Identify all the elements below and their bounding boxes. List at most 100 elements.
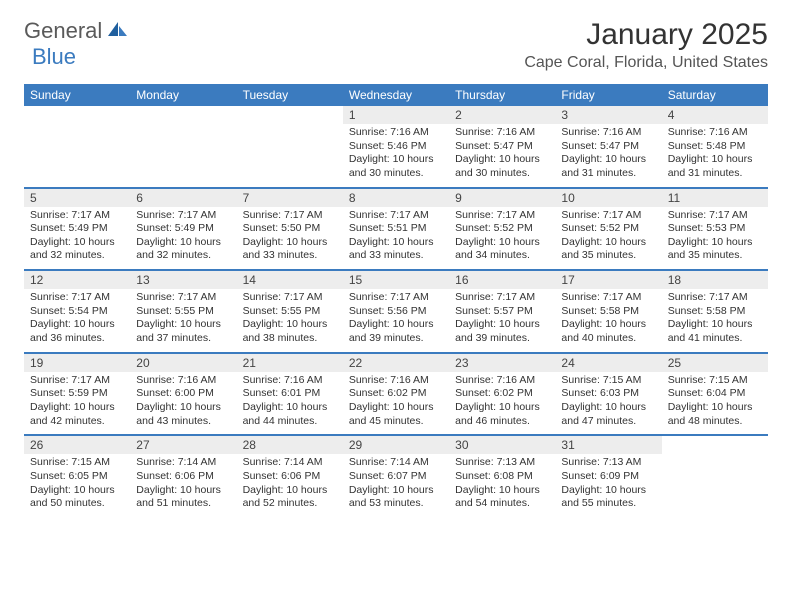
day-number: 4 (662, 106, 768, 124)
week-row: 1 Sunrise: 7:16 AM Sunset: 5:46 PM Daylight… (24, 106, 768, 187)
sunrise-line: Sunrise: 7:17 AM (243, 209, 337, 223)
sunset-line: Sunset: 5:47 PM (455, 140, 549, 154)
sunset-line: Sunset: 5:58 PM (668, 305, 762, 319)
weekday-header: Sunday (24, 84, 130, 106)
week-row: 19Sunrise: 7:17 AMSunset: 5:59 PMDayligh… (24, 352, 768, 435)
weekday-header: Thursday (449, 84, 555, 106)
sunset-line: Sunset: 6:04 PM (668, 387, 762, 401)
sunset-line: Sunset: 5:56 PM (349, 305, 443, 319)
cell-body: Sunrise: 7:16 AMSunset: 5:47 PMDaylight:… (555, 126, 661, 181)
sunset-line: Sunset: 5:58 PM (561, 305, 655, 319)
day-number: 24 (555, 354, 661, 372)
cell-body: Sunrise: 7:17 AMSunset: 5:56 PMDaylight:… (343, 291, 449, 346)
sunrise-line: Sunrise: 7:17 AM (243, 291, 337, 305)
calendar-cell-blank (24, 106, 130, 187)
cell-body: Sunrise: 7:17 AMSunset: 5:52 PMDaylight:… (449, 209, 555, 264)
daylight-line: Daylight: 10 hours and 37 minutes. (136, 318, 230, 345)
sunrise-line: Sunrise: 7:17 AM (561, 209, 655, 223)
cell-body: Sunrise: 7:16 AMSunset: 6:00 PMDaylight:… (130, 374, 236, 429)
sunrise-line: Sunrise: 7:16 AM (561, 126, 655, 140)
sunrise-line: Sunrise: 7:16 AM (243, 374, 337, 388)
sunset-line: Sunset: 6:08 PM (455, 470, 549, 484)
daylight-line: Daylight: 10 hours and 31 minutes. (668, 153, 762, 180)
calendar-cell-blank (130, 106, 236, 187)
daylight-line: Daylight: 10 hours and 34 minutes. (455, 236, 549, 263)
daylight-line: Daylight: 10 hours and 46 minutes. (455, 401, 549, 428)
calendar-cell: 13 Sunrise: 7:17 AMSunset: 5:55 PMDayligh… (130, 271, 236, 352)
day-number: 17 (555, 271, 661, 289)
daylight-line: Daylight: 10 hours and 45 minutes. (349, 401, 443, 428)
daylight-line: Daylight: 10 hours and 39 minutes. (455, 318, 549, 345)
sunrise-line: Sunrise: 7:16 AM (349, 374, 443, 388)
sunset-line: Sunset: 6:02 PM (349, 387, 443, 401)
daylight-line: Daylight: 10 hours and 35 minutes. (561, 236, 655, 263)
sunrise-line: Sunrise: 7:17 AM (30, 374, 124, 388)
cell-body: Sunrise: 7:17 AMSunset: 5:58 PMDaylight:… (662, 291, 768, 346)
sunset-line: Sunset: 5:59 PM (30, 387, 124, 401)
daylight-line: Daylight: 10 hours and 55 minutes. (561, 484, 655, 511)
daylight-line: Daylight: 10 hours and 36 minutes. (30, 318, 124, 345)
daylight-line: Daylight: 10 hours and 35 minutes. (668, 236, 762, 263)
daylight-line: Daylight: 10 hours and 43 minutes. (136, 401, 230, 428)
sunrise-line: Sunrise: 7:13 AM (561, 456, 655, 470)
calendar-cell: 23Sunrise: 7:16 AMSunset: 6:02 PMDayligh… (449, 354, 555, 435)
cell-body: Sunrise: 7:15 AMSunset: 6:05 PMDaylight:… (24, 456, 130, 511)
day-number: 21 (237, 354, 343, 372)
sunset-line: Sunset: 6:07 PM (349, 470, 443, 484)
sunset-line: Sunset: 5:53 PM (668, 222, 762, 236)
day-number: 30 (449, 436, 555, 454)
calendar-cell: 10Sunrise: 7:17 AMSunset: 5:52 PMDayligh… (555, 189, 661, 270)
sunrise-line: Sunrise: 7:13 AM (455, 456, 549, 470)
sunrise-line: Sunrise: 7:16 AM (455, 374, 549, 388)
day-number: 3 (555, 106, 661, 124)
daylight-line: Daylight: 10 hours and 32 minutes. (136, 236, 230, 263)
sunrise-line: Sunrise: 7:17 AM (136, 291, 230, 305)
weekday-header-row: SundayMondayTuesdayWednesdayThursdayFrid… (24, 84, 768, 106)
cell-body: Sunrise: 7:16 AMSunset: 5:48 PMDaylight:… (662, 126, 768, 181)
cell-body: Sunrise: 7:17 AMSunset: 5:55 PMDaylight:… (130, 291, 236, 346)
sunrise-line: Sunrise: 7:14 AM (349, 456, 443, 470)
sunrise-line: Sunrise: 7:17 AM (30, 209, 124, 223)
weekday-header: Wednesday (343, 84, 449, 106)
day-number: 31 (555, 436, 661, 454)
calendar-cell: 6Sunrise: 7:17 AMSunset: 5:49 PMDaylight… (130, 189, 236, 270)
daylight-line: Daylight: 10 hours and 31 minutes. (561, 153, 655, 180)
sunrise-line: Sunrise: 7:16 AM (136, 374, 230, 388)
sunrise-line: Sunrise: 7:15 AM (30, 456, 124, 470)
sunrise-line: Sunrise: 7:14 AM (243, 456, 337, 470)
sunrise-line: Sunrise: 7:14 AM (136, 456, 230, 470)
day-number: 1 (343, 106, 449, 124)
day-number: 13 (130, 271, 236, 289)
calendar-cell: 11Sunrise: 7:17 AMSunset: 5:53 PMDayligh… (662, 189, 768, 270)
cell-body: Sunrise: 7:14 AMSunset: 6:07 PMDaylight:… (343, 456, 449, 511)
sunrise-line: Sunrise: 7:15 AM (668, 374, 762, 388)
cell-body: Sunrise: 7:14 AMSunset: 6:06 PMDaylight:… (130, 456, 236, 511)
cell-body: Sunrise: 7:17 AMSunset: 5:58 PMDaylight:… (555, 291, 661, 346)
weekday-header: Monday (130, 84, 236, 106)
sunset-line: Sunset: 5:54 PM (30, 305, 124, 319)
sunrise-line: Sunrise: 7:17 AM (668, 291, 762, 305)
day-number: 9 (449, 189, 555, 207)
calendar-cell: 30Sunrise: 7:13 AMSunset: 6:08 PMDayligh… (449, 436, 555, 517)
daylight-line: Daylight: 10 hours and 30 minutes. (455, 153, 549, 180)
sunrise-line: Sunrise: 7:17 AM (455, 209, 549, 223)
sunset-line: Sunset: 5:48 PM (668, 140, 762, 154)
calendar-cell: 1Sunrise: 7:16 AMSunset: 5:46 PMDaylight… (343, 106, 449, 187)
calendar-cell: 15Sunrise: 7:17 AMSunset: 5:56 PMDayligh… (343, 271, 449, 352)
daylight-line: Daylight: 10 hours and 38 minutes. (243, 318, 337, 345)
daylight-line: Daylight: 10 hours and 44 minutes. (243, 401, 337, 428)
sunset-line: Sunset: 5:46 PM (349, 140, 443, 154)
calendar-cell: 25Sunrise: 7:15 AMSunset: 6:04 PMDayligh… (662, 354, 768, 435)
day-number: 14 (237, 271, 343, 289)
daylight-line: Daylight: 10 hours and 52 minutes. (243, 484, 337, 511)
sunrise-line: Sunrise: 7:17 AM (455, 291, 549, 305)
weekday-header: Friday (555, 84, 661, 106)
sunrise-line: Sunrise: 7:16 AM (455, 126, 549, 140)
sunset-line: Sunset: 5:50 PM (243, 222, 337, 236)
cell-body: Sunrise: 7:15 AMSunset: 6:03 PMDaylight:… (555, 374, 661, 429)
sunset-line: Sunset: 5:52 PM (561, 222, 655, 236)
cell-body: Sunrise: 7:13 AMSunset: 6:09 PMDaylight:… (555, 456, 661, 511)
day-number: 22 (343, 354, 449, 372)
calendar-cell: 2Sunrise: 7:16 AMSunset: 5:47 PMDaylight… (449, 106, 555, 187)
sunset-line: Sunset: 5:49 PM (30, 222, 124, 236)
